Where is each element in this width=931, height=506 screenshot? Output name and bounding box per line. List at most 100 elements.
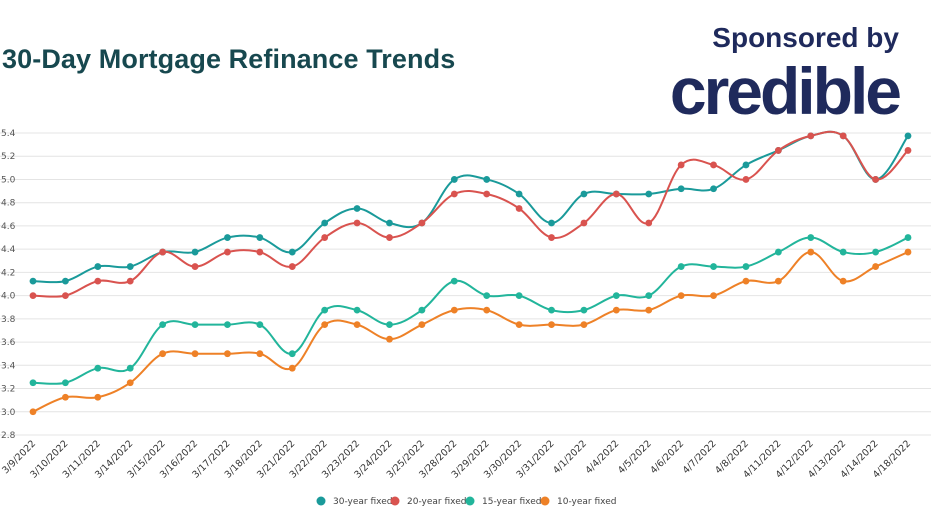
data-point xyxy=(321,321,329,329)
y-tick-label: 5.4 xyxy=(1,129,16,139)
data-point xyxy=(62,379,69,387)
data-point xyxy=(191,263,199,270)
data-point xyxy=(807,132,815,140)
data-point xyxy=(645,306,653,314)
data-point xyxy=(807,248,815,256)
data-point xyxy=(386,234,393,241)
legend-label: 15-year fixed xyxy=(482,497,541,506)
data-point xyxy=(677,292,685,300)
data-point xyxy=(159,248,167,256)
legend-item: 15-year fixed xyxy=(465,496,541,506)
data-point xyxy=(774,277,782,285)
data-point xyxy=(353,205,361,212)
data-point xyxy=(386,219,393,227)
data-point xyxy=(645,190,653,198)
data-point xyxy=(191,321,199,329)
sponsor-block: Sponsored by credible xyxy=(669,22,902,128)
x-tick-label: 4/6/2022 xyxy=(648,438,686,476)
data-point xyxy=(386,321,393,329)
data-point xyxy=(94,393,102,401)
data-point xyxy=(159,350,167,358)
data-point xyxy=(548,306,555,314)
data-point xyxy=(483,190,491,198)
data-point xyxy=(774,248,782,256)
y-tick-label: 4.6 xyxy=(1,222,16,232)
data-point xyxy=(548,234,555,241)
data-point xyxy=(612,190,620,198)
data-point xyxy=(62,277,69,285)
data-point xyxy=(353,219,361,227)
legend-marker xyxy=(316,496,326,506)
data-point xyxy=(62,292,69,300)
data-point xyxy=(94,364,102,372)
data-point xyxy=(872,248,879,256)
data-point xyxy=(645,219,653,227)
credible-logo: credible xyxy=(669,54,902,128)
data-point xyxy=(580,306,588,314)
data-point xyxy=(353,321,361,329)
y-tick-label: 3.6 xyxy=(1,338,16,348)
data-point xyxy=(191,350,199,358)
data-point xyxy=(321,234,329,241)
y-tick-label: 3.4 xyxy=(1,361,16,371)
data-point xyxy=(224,321,231,329)
y-tick-label: 4.4 xyxy=(1,245,16,255)
data-point xyxy=(839,248,847,256)
data-point xyxy=(288,263,296,270)
data-point xyxy=(645,292,653,300)
data-point xyxy=(580,190,588,198)
data-point xyxy=(288,350,296,358)
data-point xyxy=(126,364,134,372)
data-point xyxy=(515,321,523,329)
x-tick-label: 4/4/2022 xyxy=(584,438,622,476)
data-point xyxy=(256,248,264,256)
x-tick-label: 4/1/2022 xyxy=(551,438,589,476)
data-point xyxy=(612,292,620,300)
data-point xyxy=(872,263,879,270)
data-point xyxy=(904,147,912,154)
data-point xyxy=(710,185,717,193)
legend-label: 30-year fixed xyxy=(333,497,392,506)
data-point xyxy=(677,185,685,193)
series-15-year-fixed xyxy=(29,234,912,387)
data-point xyxy=(580,321,588,329)
data-point xyxy=(256,350,264,358)
data-point xyxy=(450,176,458,183)
data-point xyxy=(904,234,912,241)
data-point xyxy=(191,248,199,256)
data-point xyxy=(256,321,264,329)
series-line xyxy=(32,130,909,284)
data-point xyxy=(580,219,588,227)
data-point xyxy=(450,277,458,285)
page-title: 30-Day Mortgage Refinance Trends xyxy=(2,44,456,74)
x-tick-label: 4/7/2022 xyxy=(681,438,719,476)
y-tick-label: 3.2 xyxy=(1,385,15,395)
data-point xyxy=(548,219,555,227)
data-point xyxy=(321,306,329,314)
x-tick-label: 4/5/2022 xyxy=(616,438,654,476)
legend-marker xyxy=(540,496,550,506)
data-point xyxy=(224,350,231,358)
data-point xyxy=(94,277,102,285)
data-point xyxy=(515,205,523,212)
series-20-year-fixed xyxy=(29,130,912,300)
data-point xyxy=(418,219,426,227)
data-point xyxy=(29,277,37,285)
data-point xyxy=(839,132,847,140)
data-point xyxy=(742,176,750,183)
data-point xyxy=(126,277,134,285)
data-point xyxy=(418,321,426,329)
data-point xyxy=(126,263,134,270)
data-point xyxy=(872,176,879,183)
y-tick-label: 3.8 xyxy=(1,315,16,325)
data-point xyxy=(839,277,847,285)
data-point xyxy=(515,190,523,198)
y-tick-label: 4.2 xyxy=(1,268,15,278)
data-point xyxy=(29,292,37,300)
data-point xyxy=(612,306,620,314)
legend-label: 20-year fixed xyxy=(407,497,466,506)
data-point xyxy=(710,292,717,300)
data-point xyxy=(224,248,231,256)
data-point xyxy=(94,263,102,270)
data-point xyxy=(256,234,264,241)
